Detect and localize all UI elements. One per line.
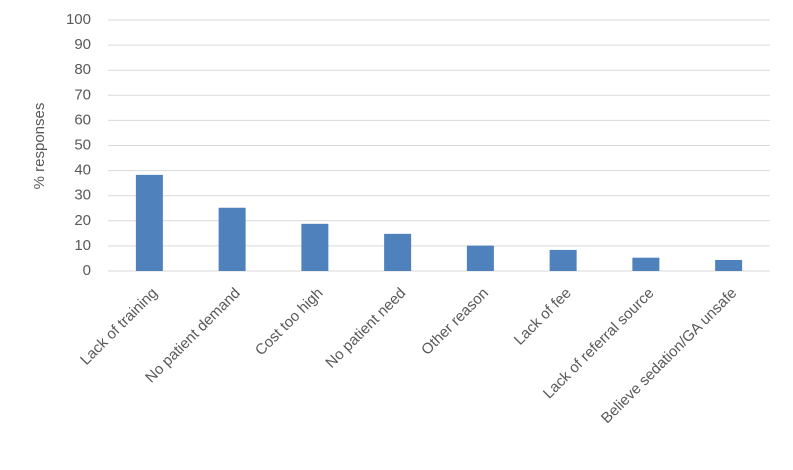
y-tick-label: 100 [66,11,91,28]
y-tick-label: 50 [74,136,91,153]
bar [632,257,660,271]
x-tick-label: Cost too high [252,285,327,360]
y-tick-label: 0 [83,262,91,279]
y-tick-label: 10 [74,237,91,254]
y-tick-label: 40 [74,162,91,179]
bar [301,223,329,271]
x-tick-label: No patient need [322,285,409,372]
x-tick-label: Lack of fee [511,285,575,349]
bar [218,207,246,271]
y-tick-label: 70 [74,86,91,103]
y-tick-label: 60 [74,111,91,128]
y-tick-label: 20 [74,212,91,229]
bar [549,249,577,271]
bar [715,259,743,271]
y-tick-label: 30 [74,187,91,204]
bar [466,245,494,271]
bar [135,174,163,271]
y-tick-label: 80 [74,61,91,78]
y-tick-label: 90 [74,36,91,53]
bar [384,233,412,271]
x-tick-label: Lack of training [77,285,161,369]
y-axis-title: % responses [31,103,48,190]
x-tick-label: Other reason [418,285,492,359]
x-tick-label: Believe sedation/GA unsafe [598,285,740,427]
